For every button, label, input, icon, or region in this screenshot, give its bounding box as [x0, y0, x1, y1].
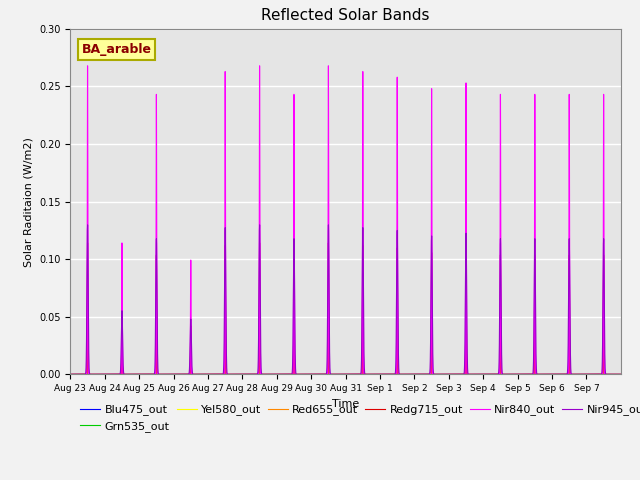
Redg715_out — [617, 372, 625, 377]
Blu475_out — [617, 372, 625, 377]
Redg715_out — [504, 372, 512, 377]
Nir945_out — [475, 372, 483, 377]
Redg715_out — [84, 240, 92, 246]
Grn535_out — [617, 372, 625, 377]
Nir840_out — [392, 372, 400, 377]
Nir840_out — [416, 372, 424, 377]
Nir945_out — [170, 372, 177, 377]
Yel580_out — [67, 372, 74, 377]
Nir945_out — [617, 372, 625, 377]
Grn535_out — [67, 372, 74, 377]
Blu475_out — [67, 372, 74, 377]
Yel580_out — [266, 372, 273, 377]
Grn535_out — [392, 372, 400, 377]
X-axis label: Time: Time — [332, 399, 359, 408]
Grn535_out — [84, 300, 92, 306]
Red655_out — [266, 372, 273, 377]
Red655_out — [94, 372, 102, 377]
Line: Redg715_out: Redg715_out — [70, 243, 621, 374]
Redg715_out — [475, 372, 483, 377]
Nir840_out — [266, 372, 273, 377]
Blu475_out — [475, 372, 483, 377]
Redg715_out — [416, 372, 424, 377]
Blu475_out — [94, 372, 102, 377]
Yel580_out — [617, 372, 625, 377]
Blu475_out — [84, 343, 92, 348]
Red655_out — [67, 372, 74, 377]
Nir945_out — [392, 332, 400, 338]
Line: Yel580_out: Yel580_out — [70, 317, 621, 374]
Line: Nir945_out: Nir945_out — [70, 225, 621, 374]
Redg715_out — [67, 372, 74, 377]
Red655_out — [84, 312, 92, 318]
Nir840_out — [617, 372, 625, 377]
Nir840_out — [504, 372, 512, 377]
Redg715_out — [94, 372, 102, 377]
Red655_out — [504, 372, 512, 377]
Grn535_out — [266, 372, 273, 377]
Redg715_out — [266, 372, 273, 377]
Yel580_out — [392, 372, 400, 377]
Nir945_out — [67, 372, 74, 377]
Nir840_out — [475, 372, 483, 377]
Grn535_out — [504, 372, 512, 377]
Text: BA_arable: BA_arable — [81, 43, 152, 56]
Nir840_out — [67, 372, 74, 377]
Line: Nir840_out: Nir840_out — [70, 66, 621, 374]
Yel580_out — [504, 372, 512, 377]
Nir945_out — [94, 372, 102, 377]
Blu475_out — [416, 372, 424, 377]
Red655_out — [475, 372, 483, 377]
Grn535_out — [475, 372, 483, 377]
Blu475_out — [266, 372, 273, 377]
Nir945_out — [504, 372, 512, 377]
Nir945_out — [266, 372, 274, 377]
Redg715_out — [392, 372, 400, 377]
Nir840_out — [94, 372, 102, 377]
Yel580_out — [94, 372, 102, 377]
Blu475_out — [504, 372, 512, 377]
Blu475_out — [392, 372, 400, 377]
Yel580_out — [84, 314, 92, 320]
Yel580_out — [416, 372, 424, 377]
Title: Reflected Solar Bands: Reflected Solar Bands — [261, 9, 430, 24]
Red655_out — [392, 372, 400, 377]
Nir945_out — [84, 222, 92, 228]
Yel580_out — [475, 372, 483, 377]
Nir840_out — [84, 63, 92, 69]
Nir945_out — [417, 372, 424, 377]
Line: Red655_out: Red655_out — [70, 315, 621, 374]
Legend: Blu475_out, Grn535_out, Yel580_out, Red655_out, Redg715_out, Nir840_out, Nir945_: Blu475_out, Grn535_out, Yel580_out, Red6… — [76, 400, 640, 436]
Line: Blu475_out: Blu475_out — [70, 346, 621, 374]
Grn535_out — [94, 372, 102, 377]
Y-axis label: Solar Raditaion (W/m2): Solar Raditaion (W/m2) — [24, 137, 33, 266]
Red655_out — [416, 372, 424, 377]
Grn535_out — [416, 372, 424, 377]
Red655_out — [617, 372, 625, 377]
Line: Grn535_out: Grn535_out — [70, 303, 621, 374]
